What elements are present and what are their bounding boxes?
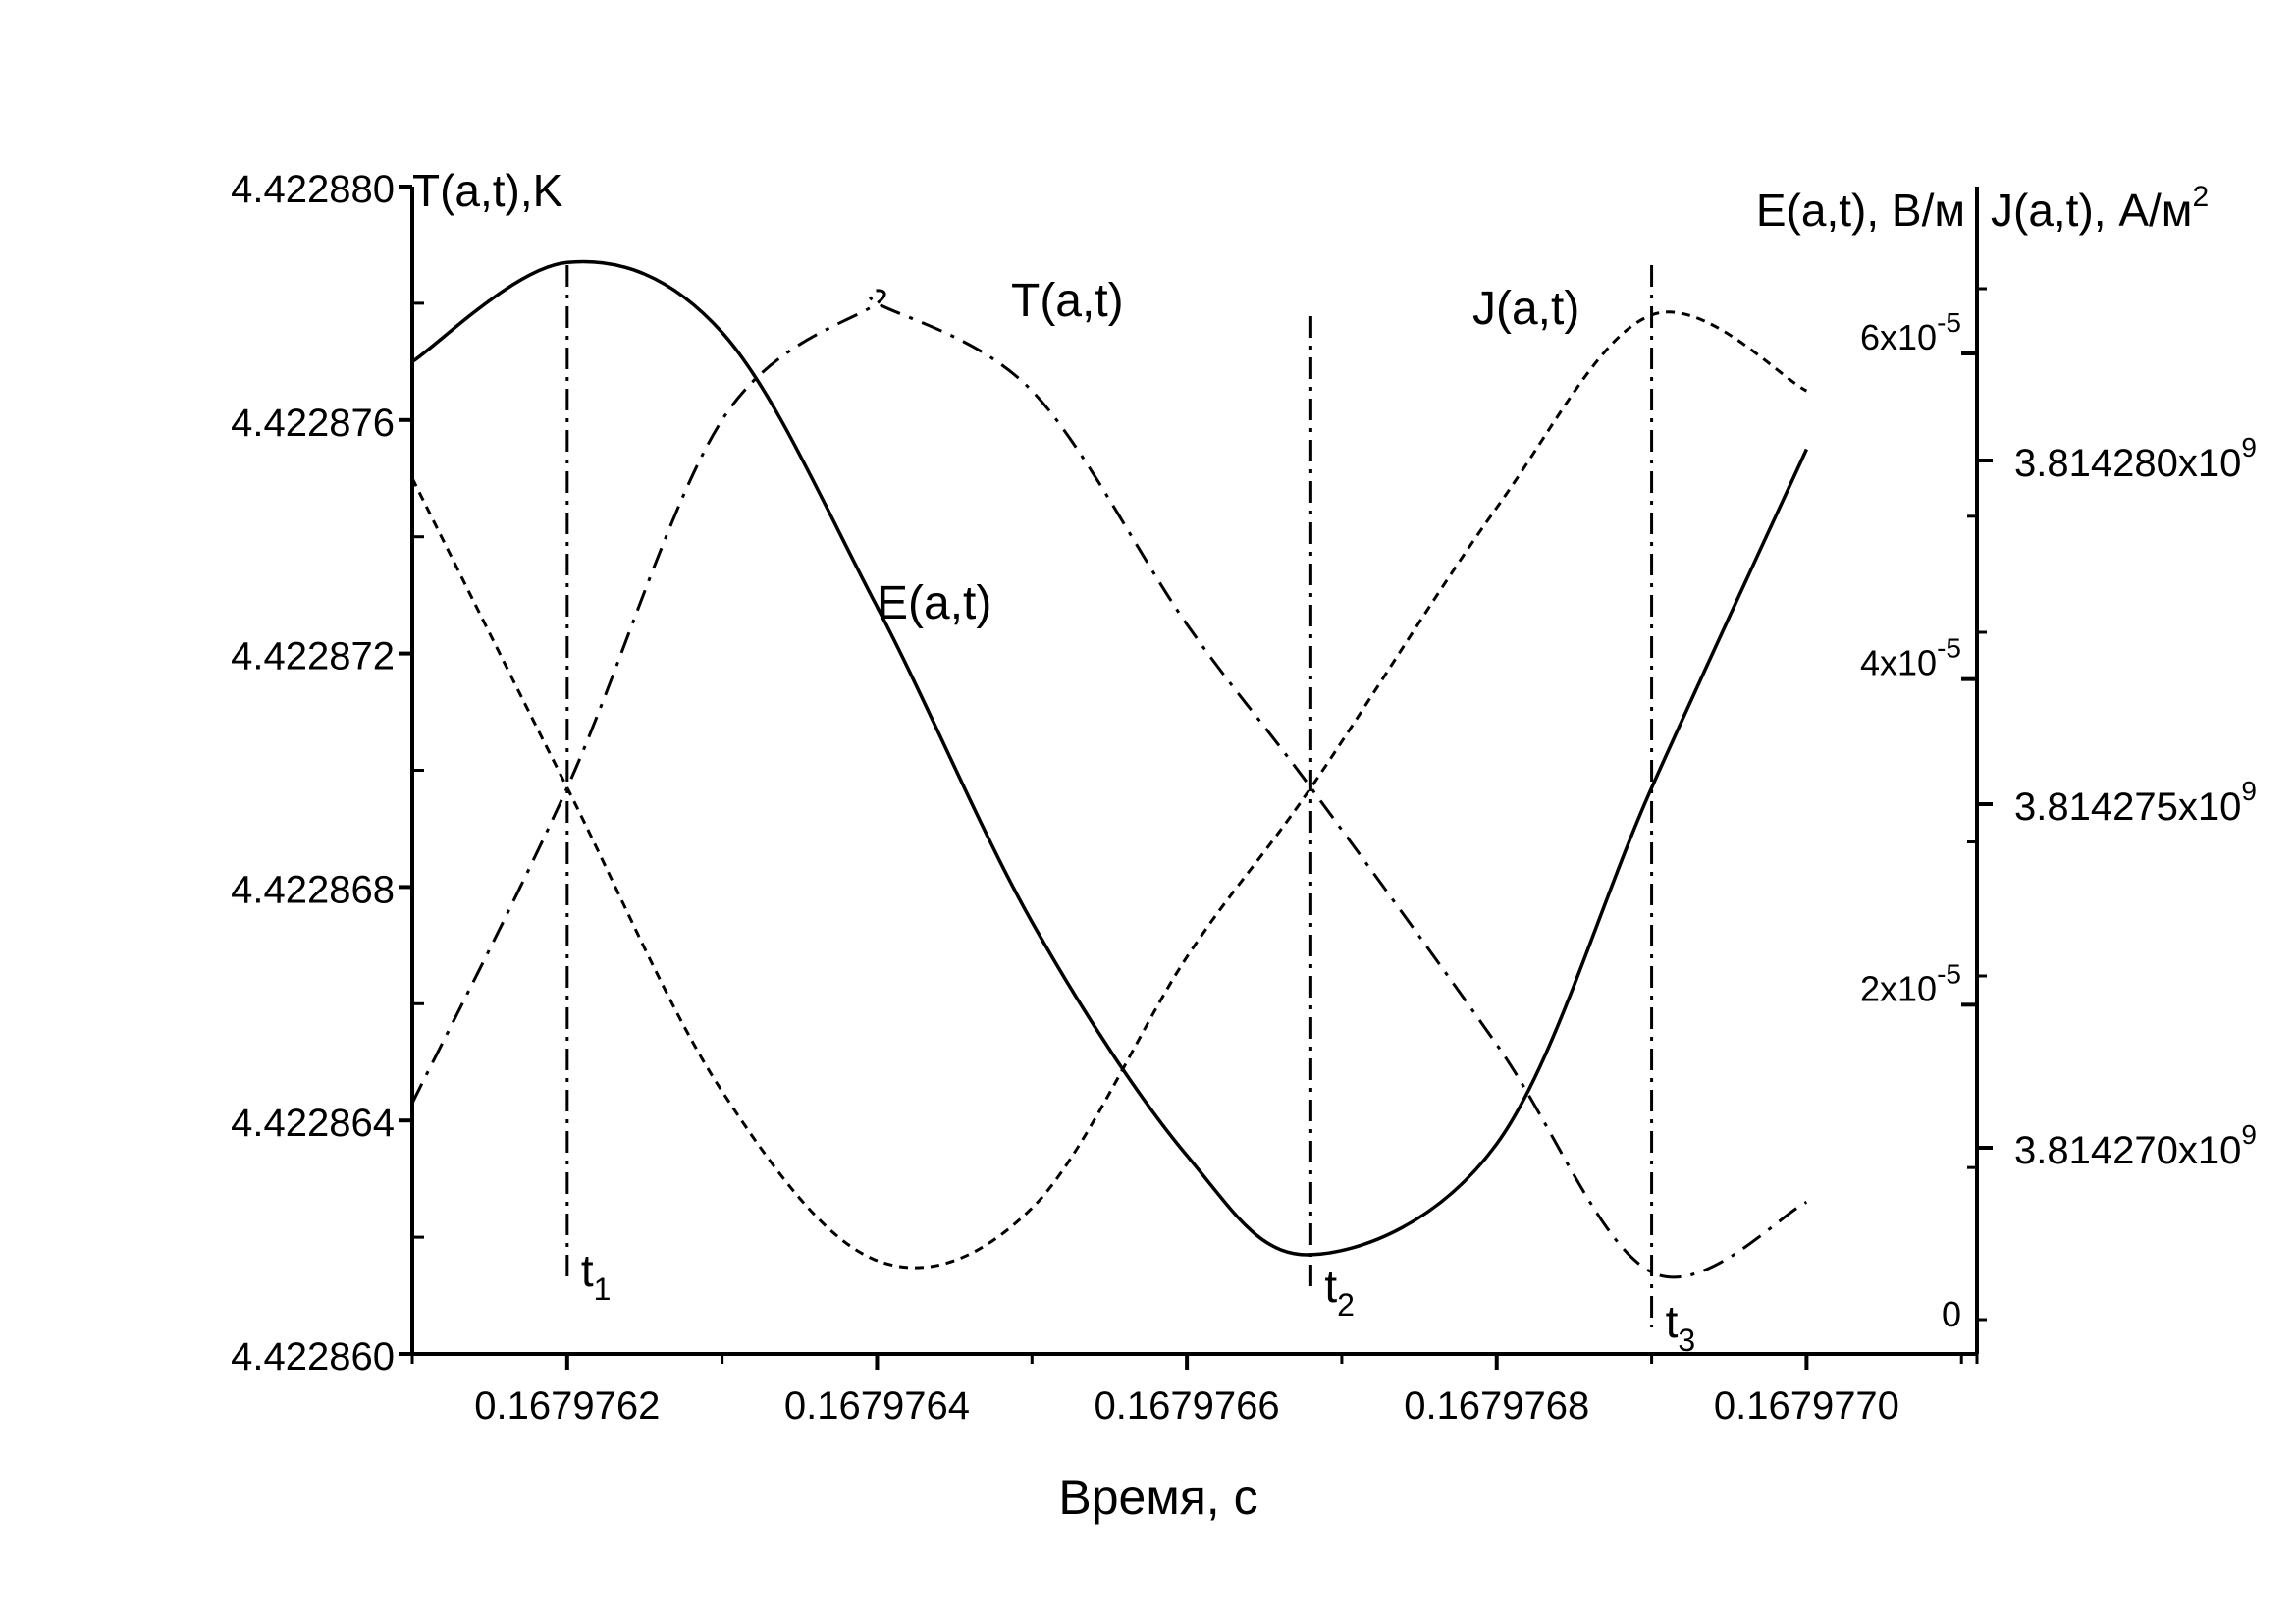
- series-line-e: [411, 259, 1808, 1257]
- series-line-j: [410, 310, 1808, 1270]
- x-tick-label: 0.1679766: [1095, 1384, 1280, 1428]
- y-right-e-tick-label: 4x10-5: [1860, 633, 1961, 683]
- x-tick-label: 0.1679770: [1714, 1384, 1899, 1428]
- marker-label-sub: 2: [1337, 1287, 1355, 1323]
- y-right-j-tick-label: 3.814270x109: [2014, 1119, 2257, 1172]
- y-right-e-tick-label: 6x10-5: [1860, 307, 1961, 357]
- y-right-j-axis-label: J(a,t), А/м2: [1991, 181, 2209, 236]
- y-right-e-tick-exp: -5: [1937, 307, 1961, 338]
- y-right-e-tick-label: 2x10-5: [1860, 958, 1961, 1008]
- marker-label-text: t: [1666, 1296, 1679, 1347]
- y-right-j-tick-label: 3.814280x109: [2014, 432, 2257, 485]
- y-right-j-tick-base: 3.814280x10: [2014, 442, 2241, 485]
- series-line-t: [410, 289, 1808, 1279]
- y-right-e-axis-label: E(a,t), В/м: [1756, 185, 1965, 236]
- series-layer: [410, 259, 1808, 1279]
- y-right-j-tick-base: 3.814270x10: [2014, 1129, 2241, 1172]
- y-right-e-tick-label: 0: [1942, 1294, 1961, 1334]
- y-right-j-tick-exp: 9: [2241, 432, 2257, 462]
- y-left-tick-label: 4.422868: [231, 868, 395, 911]
- y-left-tick-label: 4.422876: [231, 402, 395, 445]
- x-tick-label: 0.1679764: [784, 1384, 970, 1428]
- y-left-tick-label: 4.422872: [231, 635, 395, 678]
- marker-label-text: t: [1324, 1261, 1337, 1312]
- y-right-j-tick-exp: 9: [2241, 776, 2257, 806]
- series-label-j: J(a,t): [1472, 283, 1579, 335]
- y-left-axis-label: T(a,t),K: [412, 165, 563, 216]
- marker-label: t2: [1324, 1261, 1355, 1323]
- y-right-j-tick-label: 3.814275x109: [2014, 776, 2257, 829]
- x-tick-label: 0.1679768: [1404, 1384, 1589, 1428]
- series-label-t: T(a,t): [1011, 275, 1124, 327]
- x-tick-label: 0.1679762: [474, 1384, 660, 1428]
- y-left-tick-label: 4.422880: [231, 168, 395, 211]
- marker-label: t3: [1666, 1296, 1696, 1358]
- axis-layer: 4.422880 4.422876 4.422872 4.422868 4.422864…: [231, 168, 2257, 1428]
- x-axis-label: Время, с: [1058, 1470, 1257, 1525]
- plot-frame: [410, 187, 1979, 1356]
- y-right-j-tick-base: 3.814275x10: [2014, 785, 2241, 829]
- marker-label-sub: 1: [594, 1271, 612, 1307]
- y-right-e-tick-base: 4x10: [1860, 643, 1937, 683]
- y-right-e-tick-exp: -5: [1937, 958, 1961, 989]
- y-right-j-axis-label-text: J(a,t), А/м: [1991, 185, 2192, 236]
- marker-label: t1: [581, 1245, 612, 1307]
- series-label-e: E(a,t): [877, 577, 991, 629]
- y-right-j-tick-exp: 9: [2241, 1119, 2257, 1150]
- marker-label-sub: 3: [1678, 1323, 1695, 1358]
- y-right-e-tick-base: 0: [1942, 1294, 1961, 1334]
- marker-layer: t1 t2 t3: [565, 265, 1696, 1358]
- y-right-j-axis-label-exp: 2: [2192, 181, 2209, 213]
- y-left-tick-label: 4.422860: [231, 1335, 395, 1379]
- y-left-tick-label: 4.422864: [231, 1102, 395, 1145]
- marker-label-text: t: [581, 1245, 594, 1296]
- y-right-e-tick-base: 6x10: [1860, 317, 1937, 357]
- y-right-e-tick-base: 2x10: [1860, 968, 1937, 1008]
- y-right-e-tick-exp: -5: [1937, 633, 1961, 664]
